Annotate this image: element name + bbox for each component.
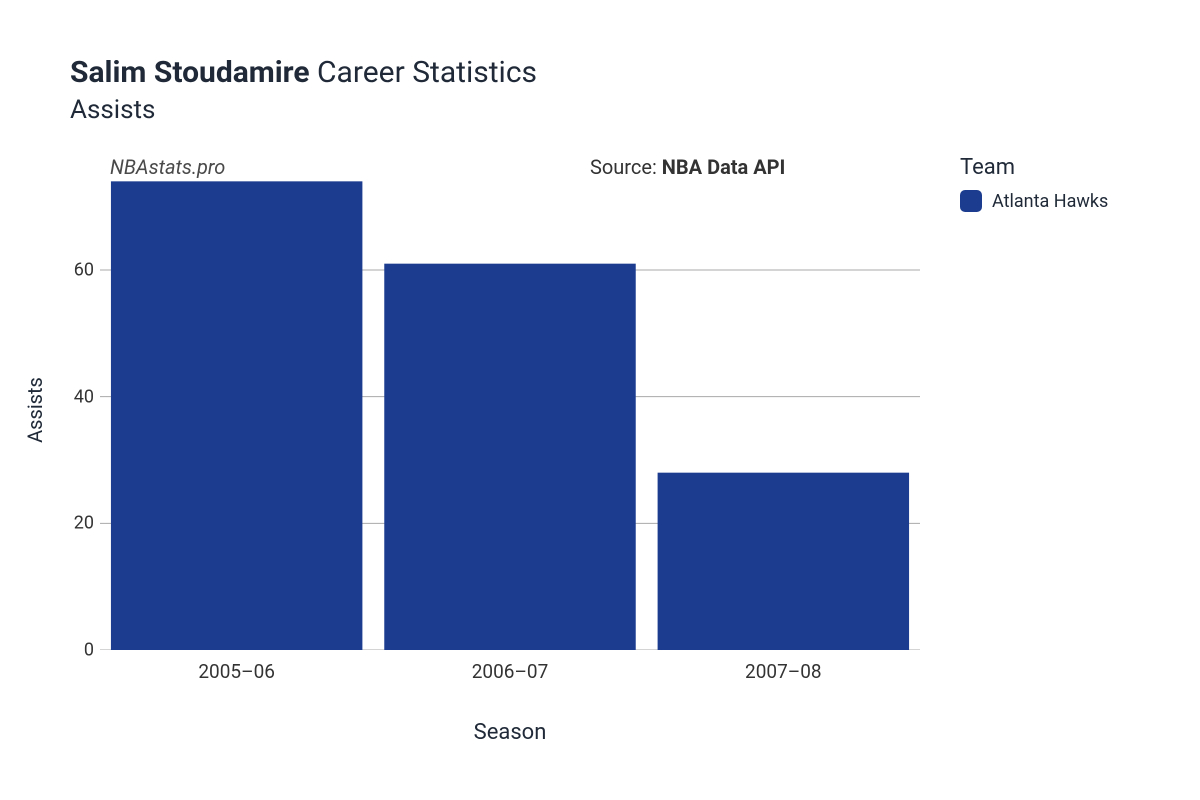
- legend: Team Atlanta Hawks: [960, 155, 1108, 212]
- title-line-1: Salim Stoudamire Career Statistics: [70, 55, 537, 91]
- bar: [658, 473, 909, 650]
- x-tick-label: 2007–08: [745, 660, 822, 683]
- chart-title: Salim Stoudamire Career Statistics Assis…: [70, 55, 537, 125]
- bar-chart-svg: [100, 175, 920, 650]
- y-tick-label: 60: [34, 260, 94, 281]
- y-tick-label: 20: [34, 513, 94, 534]
- chart-container: Salim Stoudamire Career Statistics Assis…: [0, 0, 1200, 800]
- y-tick-label: 40: [34, 386, 94, 407]
- y-tick-label: 0: [34, 640, 94, 661]
- title-player-name: Salim Stoudamire: [70, 55, 310, 90]
- x-tick-label: 2005–06: [198, 660, 275, 683]
- legend-item: Atlanta Hawks: [960, 190, 1108, 212]
- legend-item-label: Atlanta Hawks: [992, 191, 1108, 212]
- legend-title: Team: [960, 155, 1108, 180]
- plot-area: [100, 175, 920, 650]
- bar: [384, 264, 635, 650]
- x-axis-label: Season: [474, 720, 547, 745]
- legend-swatch: [960, 190, 982, 212]
- bar: [111, 181, 362, 650]
- title-subtitle: Assists: [70, 95, 537, 125]
- x-tick-label: 2006–07: [472, 660, 549, 683]
- title-suffix: Career Statistics: [310, 55, 537, 90]
